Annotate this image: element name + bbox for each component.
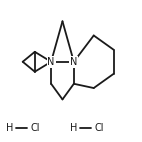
Text: Cl: Cl [31, 123, 40, 133]
Text: N: N [70, 57, 78, 67]
Text: Cl: Cl [95, 123, 104, 133]
Text: N: N [47, 57, 55, 67]
Text: H: H [70, 123, 78, 133]
Text: H: H [6, 123, 14, 133]
